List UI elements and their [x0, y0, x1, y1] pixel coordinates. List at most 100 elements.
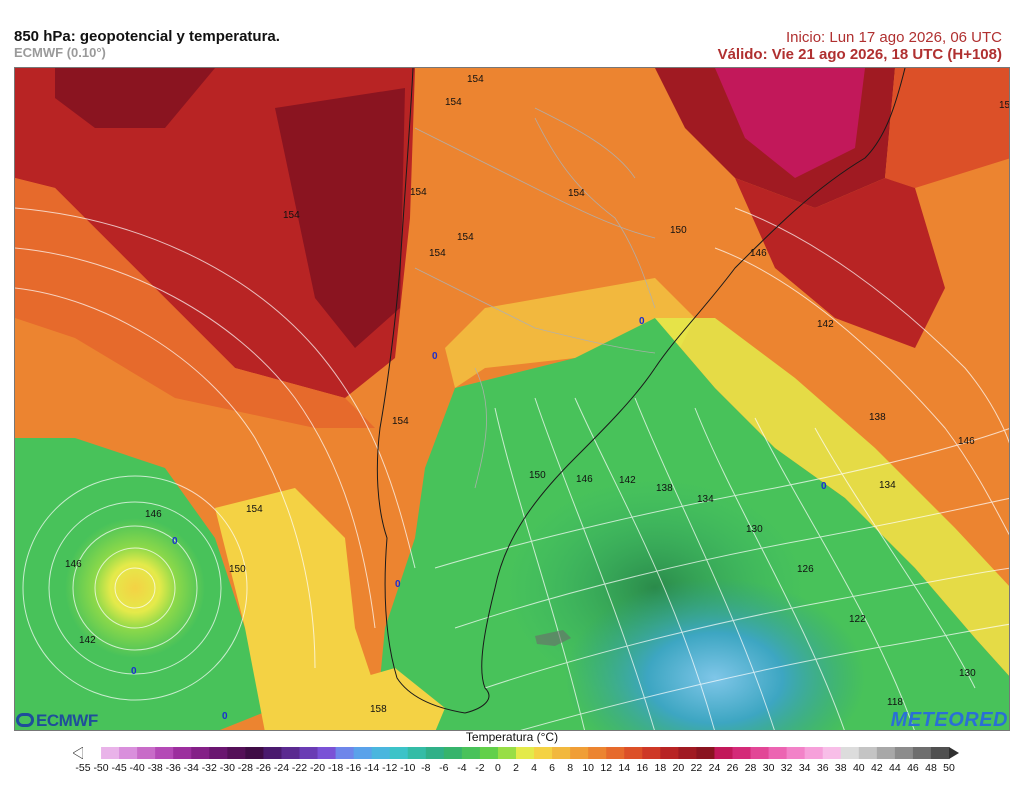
colorbar-tick-label: -22 — [291, 762, 308, 774]
contour-label: 154 — [445, 97, 462, 108]
contour-label: 154 — [467, 74, 484, 85]
cutoff-low — [65, 518, 205, 658]
contour-label: 146 — [145, 509, 162, 520]
colorbar-swatch — [479, 747, 499, 759]
cold-pool-blue — [565, 578, 865, 730]
colorbar-tick-label: 50 — [943, 762, 955, 774]
colorbar-tick-label: -50 — [93, 762, 109, 774]
yellow-band-south — [315, 668, 445, 730]
colorbar-tick-label: 30 — [762, 762, 775, 774]
colorbar-tick-label: 20 — [672, 762, 685, 774]
colorbar-swatch — [858, 747, 878, 759]
colorbar-tick-label: 24 — [708, 762, 721, 774]
colorbar-swatch — [768, 747, 788, 759]
contour-label: 154 — [568, 188, 585, 199]
colorbar-tick-label: -24 — [273, 762, 290, 774]
contour-label: 130 — [959, 668, 976, 679]
colorbar-swatch — [425, 747, 445, 759]
colorbar-swatch — [155, 747, 174, 759]
colorbar-tick-label: -30 — [219, 762, 235, 774]
colorbar-swatch — [786, 747, 806, 759]
colorbar-tick-label: 34 — [798, 762, 811, 774]
contour-label: 134 — [879, 480, 896, 491]
colorbar-swatch — [101, 747, 120, 759]
colorbar-tick-label: 14 — [618, 762, 631, 774]
colorbar-tick-label: -14 — [364, 762, 380, 774]
colorbar-tick-label: -34 — [183, 762, 199, 774]
valid-time: Válido: Vie 21 ago 2026, 18 UTC (H+108) — [717, 46, 1002, 63]
contour-label: 15 — [999, 100, 1010, 111]
contour-label: 130 — [746, 524, 763, 535]
colorbar-swatch — [137, 747, 156, 759]
colorbar-swatch — [876, 747, 896, 759]
colorbar-swatch — [750, 747, 770, 759]
coastlines — [376, 68, 906, 714]
warm-region-east — [885, 68, 1009, 188]
colorbar-swatch — [83, 747, 102, 759]
colorbar-swatch — [245, 747, 264, 759]
contour-label: 150 — [229, 564, 246, 575]
colorbar-swatch — [822, 747, 842, 759]
colorbar-swatch — [461, 747, 481, 759]
colorbar-tick-label: -36 — [165, 762, 181, 774]
colorbar-swatch — [642, 747, 661, 759]
contour-label: 126 — [797, 564, 814, 575]
contour-label: 154 — [410, 187, 427, 198]
colorbar-swatch — [407, 747, 427, 759]
contour-label: 154 — [283, 210, 300, 221]
contour-label: 146 — [576, 474, 593, 485]
colorbar-swatch — [570, 747, 589, 759]
contour-label: 134 — [697, 494, 714, 505]
model-label: ECMWF (0.10°) — [14, 45, 106, 60]
contour-label: 138 — [869, 412, 886, 423]
colorbar-tick-label: 4 — [531, 762, 537, 774]
colorbar-swatch — [696, 747, 715, 759]
contour-label: 150 — [529, 470, 546, 481]
contour-label: 142 — [619, 475, 636, 486]
colorbar-swatch — [263, 747, 282, 759]
colorbar-tick-label: 10 — [582, 762, 594, 774]
colorbar-tick-label: 46 — [907, 762, 919, 774]
colorbar-tick-label: 18 — [654, 762, 667, 774]
colorbar-tick-label: 28 — [744, 762, 757, 774]
colorbar-tick-label: 38 — [834, 762, 847, 774]
colorbar-swatch — [804, 747, 824, 759]
temperature-colorbar — [73, 747, 959, 759]
colorbar-tick-label: 48 — [925, 762, 937, 774]
colorbar-swatch — [588, 747, 607, 759]
zero-label: 0 — [131, 666, 137, 677]
contour-label: 122 — [849, 614, 866, 625]
weather-map[interactable]: 154 154 154 154 154 154 154 150 146 142 … — [14, 67, 1010, 731]
colorbar-swatch — [534, 747, 553, 759]
zero-label: 0 — [432, 351, 438, 362]
colorbar-tick-label: -40 — [129, 762, 145, 774]
contour-label: 138 — [656, 483, 673, 494]
header-left: 850 hPa: geopotencial y temperatura. ECM… — [14, 28, 280, 61]
colorbar-swatch — [660, 747, 679, 759]
colorbar-tick-label: 44 — [889, 762, 901, 774]
colorbar-swatch — [227, 747, 246, 759]
colorbar-tick-label: 40 — [852, 762, 865, 774]
zero-label: 0 — [639, 316, 645, 327]
colorbar-swatch — [497, 747, 517, 759]
colorbar-tick-label: -6 — [439, 762, 449, 774]
colorbar-arrow-right — [949, 747, 959, 759]
magenta-core-brazil — [715, 68, 865, 178]
contour-label: 154 — [392, 416, 409, 427]
contour-labels: 154 154 154 154 154 154 154 150 146 142 … — [65, 74, 1010, 715]
init-time: Inicio: Lun 17 ago 2026, 06 UTC — [786, 29, 1002, 46]
colorbar-swatch — [516, 747, 535, 759]
yellow-band-central — [445, 278, 695, 388]
header-right: Inicio: Lun 17 ago 2026, 06 UTC Válido: … — [718, 29, 1002, 63]
colorbar-swatch — [335, 747, 355, 759]
colorbar-tick-label: 8 — [567, 762, 574, 774]
colorbar-tick-label: -20 — [309, 762, 326, 774]
contour-label: 154 — [457, 232, 474, 243]
colorbar-swatch — [606, 747, 625, 759]
colorbar-arrow-left — [73, 747, 84, 759]
colorbar-tick-label: -38 — [147, 762, 163, 774]
frontal-band — [655, 318, 1009, 676]
colorbar-tick-label: 32 — [780, 762, 793, 774]
map-canvas: 154 154 154 154 154 154 154 150 146 142 … — [15, 68, 1010, 730]
colorbar-swatch — [299, 747, 319, 759]
